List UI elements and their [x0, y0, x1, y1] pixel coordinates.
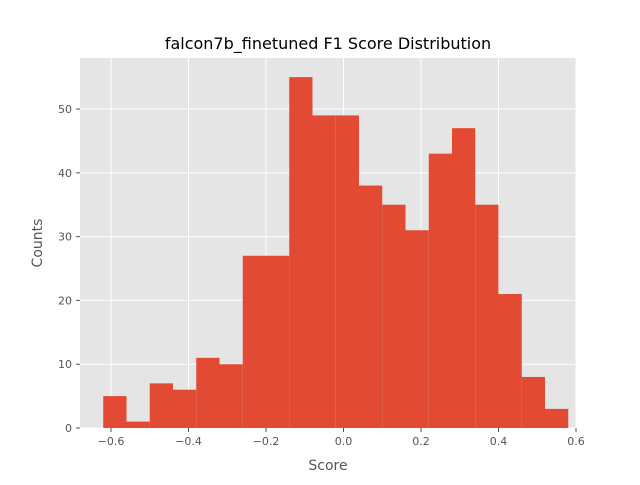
histogram-bar [149, 383, 173, 428]
y-tick-label: 30 [58, 231, 72, 244]
histogram-bar [196, 357, 220, 428]
histogram-bar [382, 204, 406, 428]
x-tick-label: −0.6 [98, 435, 125, 448]
histogram-bar [126, 421, 150, 428]
histogram-bar [242, 255, 266, 428]
histogram-bar [335, 115, 359, 429]
histogram-bar [428, 153, 452, 429]
histogram-bar [545, 408, 569, 428]
y-axis-label: Counts [30, 219, 46, 268]
y-axis-ticks: 0 10 20 30 40 50 [58, 103, 80, 435]
chart-title: falcon7b_finetuned F1 Score Distribution [165, 34, 491, 54]
histogram-bar [452, 128, 476, 428]
histogram-bar [289, 77, 313, 428]
x-tick-label: 0.6 [567, 435, 585, 448]
y-tick-label: 0 [65, 422, 72, 435]
histogram-bar [312, 115, 336, 429]
x-tick-label: −0.4 [175, 435, 202, 448]
histogram-bars [103, 77, 569, 429]
histogram-bar [405, 230, 429, 428]
x-axis-label: Score [308, 458, 347, 474]
histogram-bar [173, 389, 197, 428]
x-tick-label: 0.2 [412, 435, 430, 448]
x-axis-ticks: −0.6 −0.4 −0.2 0.0 0.2 0.4 0.6 [98, 428, 585, 448]
y-tick-label: 50 [58, 103, 72, 116]
y-tick-label: 40 [58, 167, 72, 180]
histogram-bar [266, 255, 290, 428]
histogram-bar [475, 204, 499, 428]
x-tick-label: 0.4 [490, 435, 508, 448]
histogram-bar [498, 294, 522, 428]
histogram-bar [219, 364, 243, 428]
histogram-bar [103, 396, 127, 428]
histogram-bar [359, 185, 383, 428]
y-tick-label: 20 [58, 294, 72, 307]
histogram-bar [521, 376, 545, 428]
x-tick-label: 0.0 [335, 435, 353, 448]
y-tick-label: 10 [58, 358, 72, 371]
x-tick-label: −0.2 [253, 435, 280, 448]
